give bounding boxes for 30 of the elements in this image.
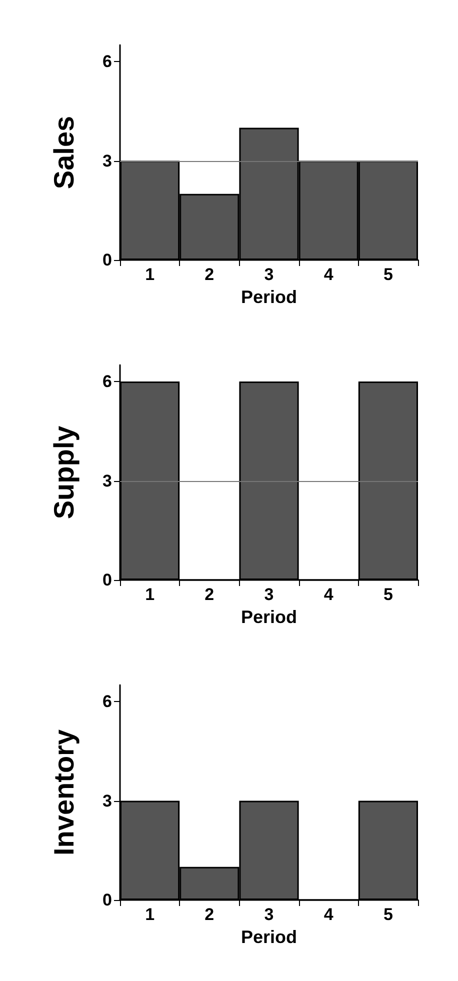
x-tick-label: 4 (324, 905, 334, 924)
x-tick-label: 5 (383, 265, 393, 284)
x-tick-label: 3 (264, 585, 274, 604)
x-tick-label: 3 (264, 905, 274, 924)
x-tick-label: 2 (204, 265, 214, 284)
x-tick-label: 1 (145, 905, 155, 924)
x-tick-label: 3 (264, 265, 274, 284)
y-tick-label: 0 (102, 570, 112, 590)
x-tick-label: 4 (324, 265, 334, 284)
x-tick-label: 2 (204, 585, 214, 604)
y-tick-label: 6 (102, 692, 112, 712)
x-tick-label: 5 (383, 905, 393, 924)
y-axis-title: Inventory (48, 729, 80, 856)
y-tick-label: 3 (102, 151, 112, 170)
y-tick-label: 0 (102, 890, 112, 910)
y-tick-label: 3 (102, 791, 112, 810)
x-axis-title: Period (240, 286, 298, 307)
x-axis-title: Period (240, 926, 298, 947)
y-axis-title: Sales (48, 116, 80, 190)
y-tick-label: 3 (102, 471, 112, 490)
y-tick-label: 0 (102, 250, 112, 270)
y-tick-label: 6 (102, 372, 112, 392)
y-tick-label: 6 (102, 52, 112, 72)
x-tick-label: 5 (383, 585, 393, 604)
x-tick-label: 1 (145, 585, 155, 604)
x-axis-title: Period (240, 606, 298, 627)
x-tick-label: 4 (324, 585, 334, 604)
x-tick-label: 2 (204, 905, 214, 924)
x-tick-label: 1 (145, 265, 155, 284)
y-axis-title: Supply (48, 425, 80, 520)
